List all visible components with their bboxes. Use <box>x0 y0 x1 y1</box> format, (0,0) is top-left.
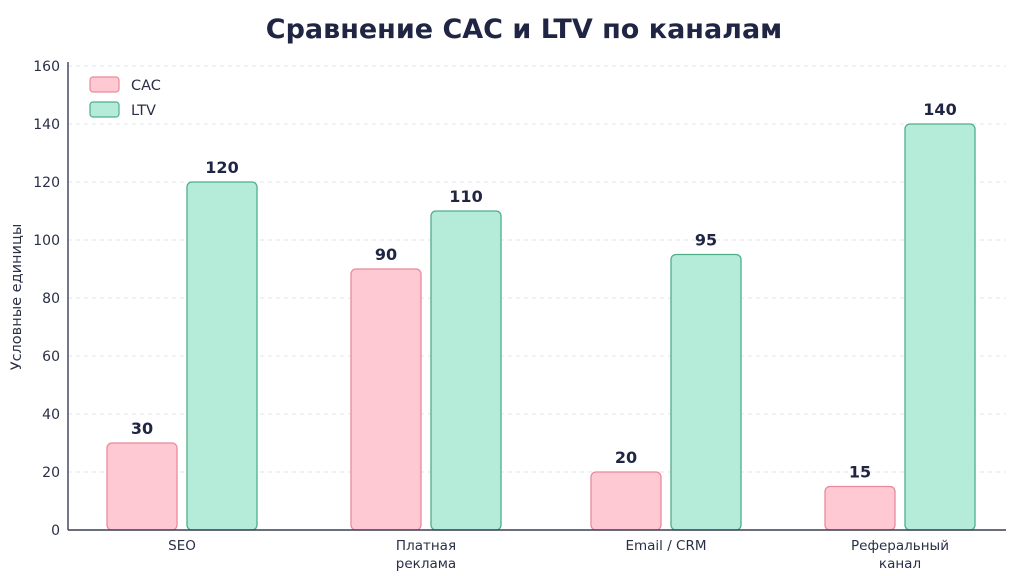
y-tick-label: 60 <box>42 349 60 365</box>
value-label: 95 <box>695 231 717 250</box>
legend-swatch-ltv <box>89 101 120 118</box>
bar-ltv <box>186 181 258 531</box>
bar-ltv <box>430 210 502 531</box>
value-label: 20 <box>615 448 637 467</box>
value-label: 140 <box>923 100 956 119</box>
bar-ltv <box>904 123 976 531</box>
y-axis-title: Условные единицы <box>9 224 25 371</box>
category-label: Email / CRM <box>625 538 706 554</box>
legend-label-ltv: LTV <box>131 103 156 119</box>
value-label: 90 <box>375 245 397 264</box>
y-tick-label: 100 <box>33 233 60 249</box>
category-labels: SEO Платная реклама Email / CRM Реферальный к… <box>168 538 949 572</box>
legend: CAC LTV <box>89 76 161 119</box>
bar-cac <box>824 485 896 531</box>
y-tick-label: 140 <box>33 117 60 133</box>
bar-ltv <box>670 253 742 531</box>
y-tick-label: 20 <box>42 465 60 481</box>
bar-cac <box>106 442 178 531</box>
value-label: 30 <box>131 419 153 438</box>
y-tick-labels: 0 20 40 60 80 100 120 140 160 <box>33 59 60 539</box>
chart-title: Сравнение CAC и LTV по каналам <box>266 14 782 45</box>
bar-cac <box>590 471 662 531</box>
y-tick-label: 0 <box>51 523 60 539</box>
y-tick-label: 120 <box>33 175 60 191</box>
bar-cac <box>350 268 422 531</box>
y-tick-label: 80 <box>42 291 60 307</box>
category-label: Платная реклама <box>396 538 456 572</box>
value-labels: 30 120 90 110 20 95 15 140 <box>131 100 957 482</box>
bars <box>106 123 976 531</box>
category-label: SEO <box>168 538 196 554</box>
axes <box>67 62 1006 531</box>
value-label: 15 <box>849 463 871 482</box>
legend-swatch-cac <box>89 76 120 93</box>
value-label: 110 <box>449 187 482 206</box>
y-tick-label: 160 <box>33 59 60 75</box>
category-label: Реферальный канал <box>851 538 949 572</box>
value-label: 120 <box>205 158 238 177</box>
legend-label-cac: CAC <box>131 78 161 94</box>
y-tick-label: 40 <box>42 407 60 423</box>
